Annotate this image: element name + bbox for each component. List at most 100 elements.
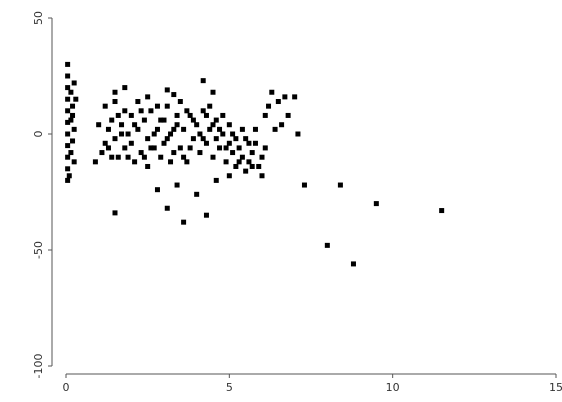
data-point: [262, 112, 268, 118]
x-tick-label: 5: [226, 381, 233, 394]
data-point: [161, 140, 167, 146]
data-point: [200, 78, 206, 84]
data-point: [252, 126, 258, 132]
y-ticks-group: 50 0 -50 -100: [32, 11, 52, 378]
data-point: [220, 131, 226, 137]
data-point: [210, 122, 216, 128]
data-point: [223, 145, 229, 151]
data-point: [105, 126, 111, 132]
data-point: [266, 103, 272, 109]
data-point: [177, 145, 183, 151]
data-point: [181, 126, 187, 132]
data-point: [65, 85, 71, 91]
data-point: [197, 131, 203, 137]
axes-group: [51, 18, 556, 375]
data-point: [148, 108, 154, 114]
data-point: [275, 99, 281, 105]
data-point: [249, 150, 255, 156]
data-point: [102, 103, 108, 109]
data-point: [138, 150, 144, 156]
data-point: [256, 163, 262, 169]
data-point: [154, 187, 160, 193]
data-point: [68, 117, 74, 123]
data-point: [109, 117, 115, 123]
data-point: [239, 154, 245, 160]
data-point: [174, 112, 180, 118]
data-point: [207, 126, 213, 132]
data-point: [373, 201, 379, 207]
data-point: [145, 94, 151, 100]
y-tick-label: 0: [32, 131, 45, 138]
data-point: [194, 122, 200, 128]
data-point: [71, 159, 77, 165]
data-point: [71, 126, 77, 132]
data-point: [230, 131, 236, 137]
data-point: [125, 154, 131, 160]
data-point: [141, 117, 147, 123]
data-point: [164, 205, 170, 211]
x-ticks-group: 0 5 10 15: [63, 374, 562, 394]
data-point: [96, 122, 102, 128]
data-point: [220, 112, 226, 118]
data-point: [65, 166, 71, 172]
data-point: [210, 154, 216, 160]
data-point: [102, 140, 108, 146]
data-point: [262, 145, 268, 151]
data-point: [177, 99, 183, 105]
data-point: [203, 112, 209, 118]
data-point: [112, 99, 118, 105]
data-point: [236, 159, 242, 165]
data-point: [226, 140, 232, 146]
data-point: [65, 143, 71, 149]
data-point: [109, 154, 115, 160]
data-point: [132, 122, 138, 128]
data-point: [272, 126, 278, 132]
data-point: [71, 80, 77, 86]
data-point: [236, 145, 242, 151]
data-point: [239, 126, 245, 132]
data-point: [184, 159, 190, 165]
data-point: [200, 108, 206, 114]
data-point: [174, 182, 180, 188]
data-point: [119, 122, 125, 128]
data-point: [65, 119, 71, 125]
data-point: [112, 136, 118, 142]
data-point: [151, 131, 157, 137]
data-point: [259, 173, 265, 179]
data-point: [65, 73, 71, 79]
data-point: [122, 108, 128, 114]
data-point: [285, 112, 291, 118]
data-point: [226, 122, 232, 128]
data-point: [233, 163, 239, 169]
data-point: [168, 131, 174, 137]
data-point: [223, 159, 229, 165]
data-point: [122, 145, 128, 151]
data-point: [197, 150, 203, 156]
data-point: [138, 108, 144, 114]
data-point: [171, 150, 177, 156]
data-point: [187, 112, 193, 118]
data-point: [128, 112, 134, 118]
data-point: [213, 117, 219, 123]
data-point: [337, 182, 343, 188]
data-points-group: [65, 61, 445, 267]
y-tick-label: 50: [32, 11, 45, 25]
data-point: [243, 168, 249, 174]
data-point: [158, 117, 164, 123]
data-point: [259, 154, 265, 160]
data-point: [246, 140, 252, 146]
data-point: [119, 131, 125, 137]
data-point: [65, 177, 71, 183]
data-point: [68, 89, 74, 95]
data-point: [246, 159, 252, 165]
data-point: [243, 136, 249, 142]
x-tick-label: 0: [63, 381, 70, 394]
data-point: [226, 173, 232, 179]
data-point: [99, 150, 105, 156]
data-point: [65, 61, 71, 67]
data-point: [187, 145, 193, 151]
data-point: [171, 126, 177, 132]
data-point: [122, 85, 128, 91]
